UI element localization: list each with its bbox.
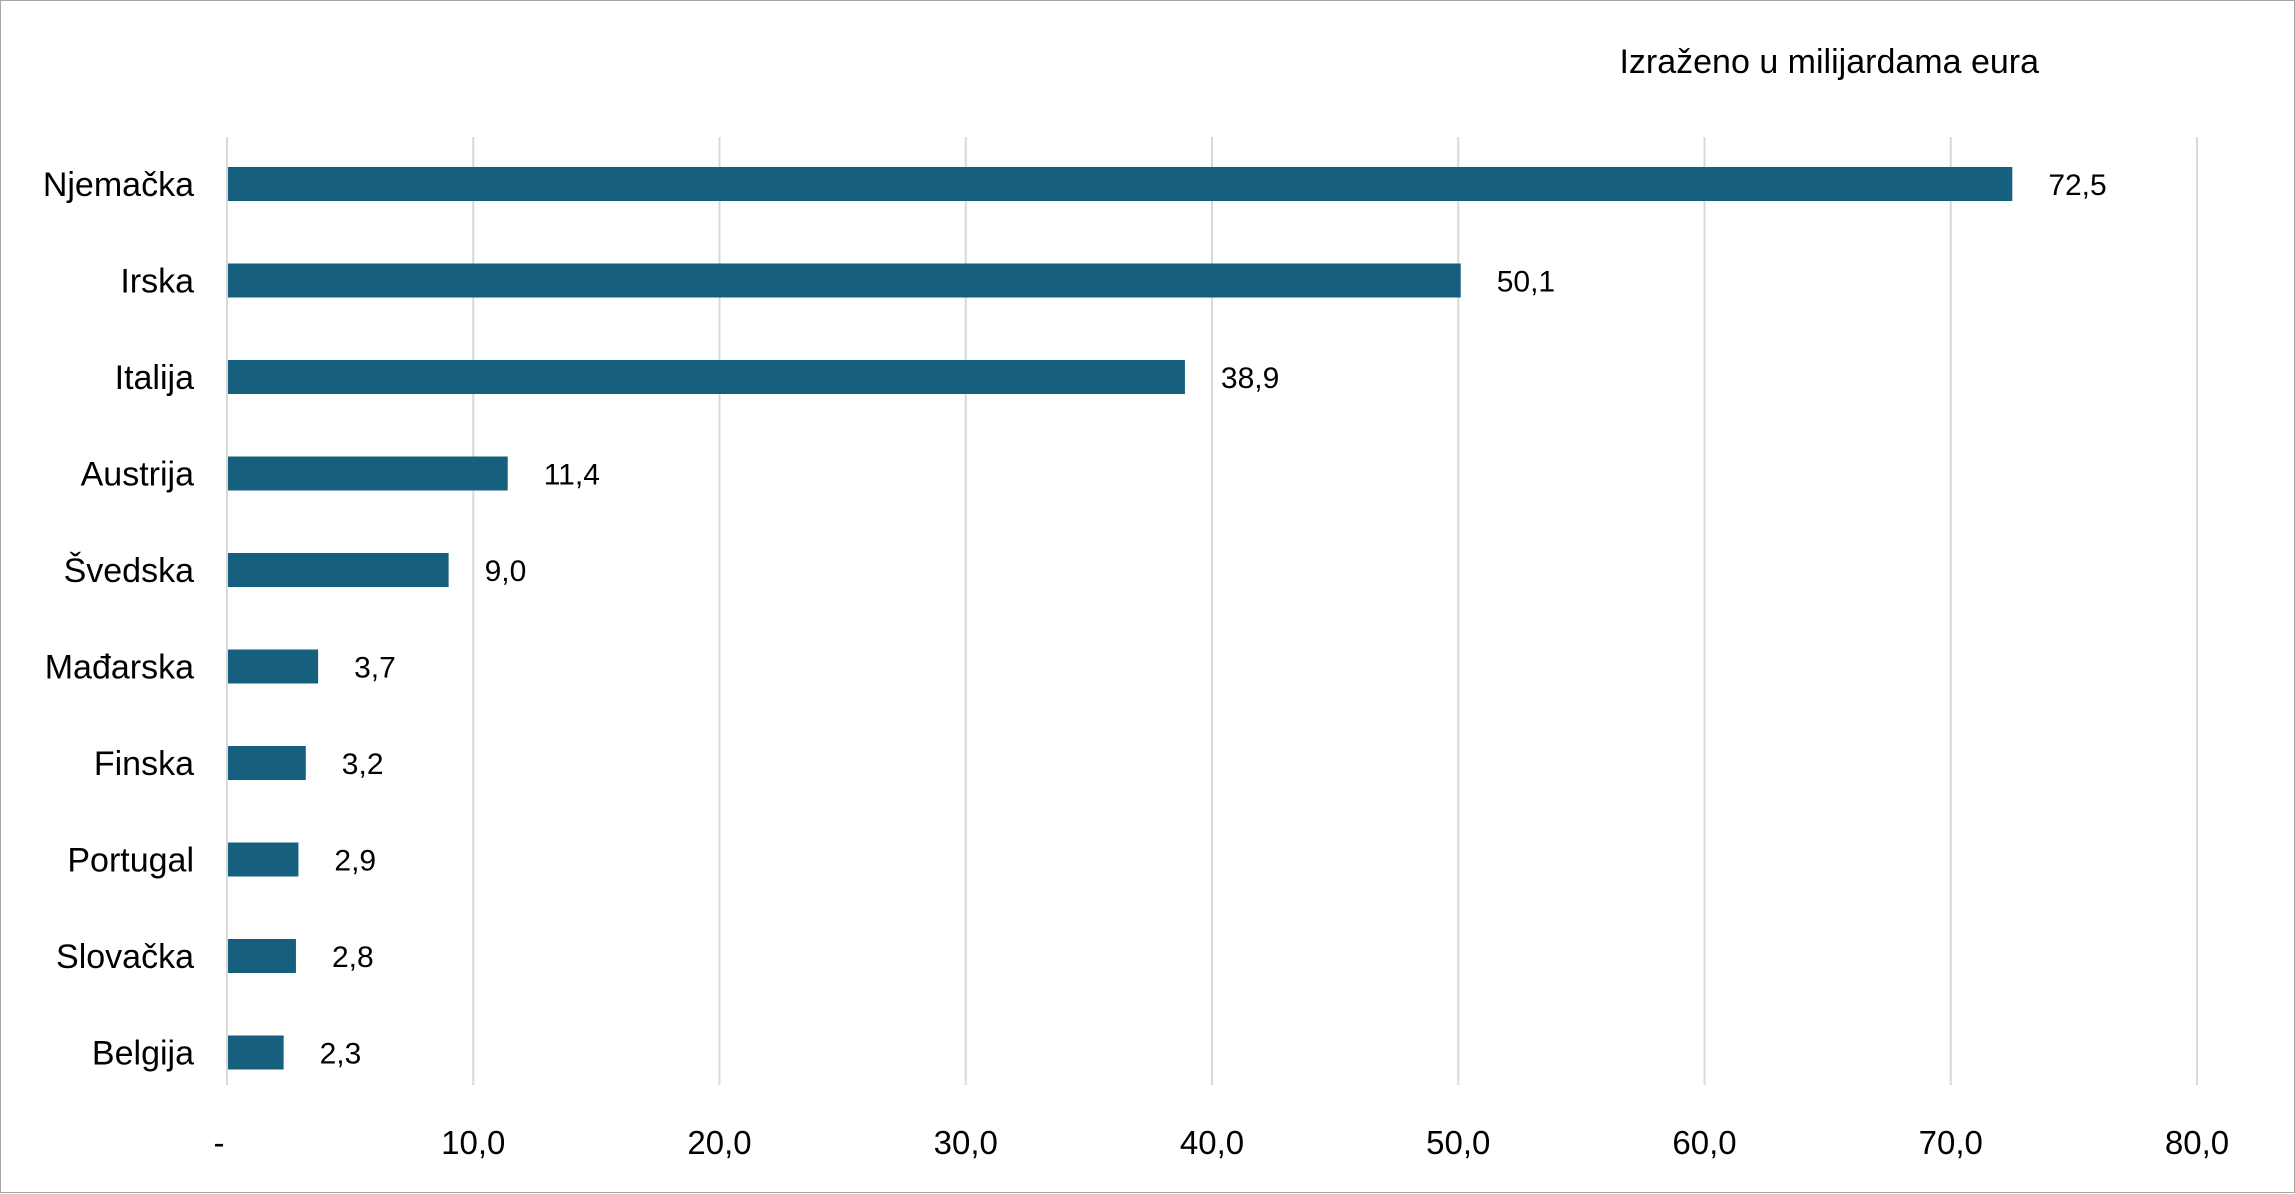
x-tick-label: 10,0 xyxy=(441,1124,505,1161)
data-label: 2,3 xyxy=(320,1038,362,1071)
data-label: 9,0 xyxy=(485,555,527,588)
x-tick-label: 80,0 xyxy=(2165,1124,2229,1161)
data-label: 3,2 xyxy=(342,748,384,781)
category-label: Portugal xyxy=(67,842,194,880)
data-label: 72,5 xyxy=(2048,169,2106,202)
x-tick-labels: - 10,0 20,0 30,0 40,0 50,0 60,0 70,0 80,0 xyxy=(214,1124,2230,1161)
x-tick-label: - xyxy=(214,1124,225,1161)
data-label: 50,1 xyxy=(1497,266,1555,299)
bar-6 xyxy=(228,746,306,780)
category-label: Mađarska xyxy=(45,649,194,687)
data-label: 3,7 xyxy=(354,652,396,685)
bar-5 xyxy=(228,649,319,684)
category-labels: Njemačka Irska Italija Austrija Švedska Mađar… xyxy=(43,166,194,1073)
data-label: 2,9 xyxy=(334,845,376,878)
x-tick-label: 60,0 xyxy=(1672,1124,1736,1161)
x-tick-label: 40,0 xyxy=(1180,1124,1244,1161)
x-tick-label: 50,0 xyxy=(1426,1124,1490,1161)
category-label: Austrija xyxy=(81,456,194,494)
category-label: Švedska xyxy=(64,552,194,590)
data-labels: 72,5 50,1 38,9 11,4 9,0 3,7 3,2 2,9 2,8 2,3 xyxy=(320,169,2107,1071)
category-label: Belgija xyxy=(92,1035,194,1073)
bar-7 xyxy=(228,842,299,877)
category-label: Italija xyxy=(115,359,194,397)
unit-note: Izraženo u milijardama eura xyxy=(1619,43,2039,81)
bar-3 xyxy=(228,456,508,491)
bar-8 xyxy=(228,939,296,973)
category-label: Njemačka xyxy=(43,166,194,204)
bar-1 xyxy=(228,263,1461,298)
x-tick-label: 70,0 xyxy=(1919,1124,1983,1161)
data-label: 11,4 xyxy=(544,459,600,492)
bar-2 xyxy=(228,360,1185,394)
data-label: 2,8 xyxy=(332,941,374,974)
category-label: Finska xyxy=(94,745,194,783)
data-label: 38,9 xyxy=(1221,362,1279,395)
bars xyxy=(228,167,2013,1070)
x-tick-label: 20,0 xyxy=(687,1124,751,1161)
bar-9 xyxy=(228,1035,284,1070)
category-label: Slovačka xyxy=(56,938,194,976)
x-tick-label: 30,0 xyxy=(934,1124,998,1161)
bar-4 xyxy=(228,553,449,587)
bar-0 xyxy=(228,167,2013,201)
category-label: Irska xyxy=(120,263,194,301)
